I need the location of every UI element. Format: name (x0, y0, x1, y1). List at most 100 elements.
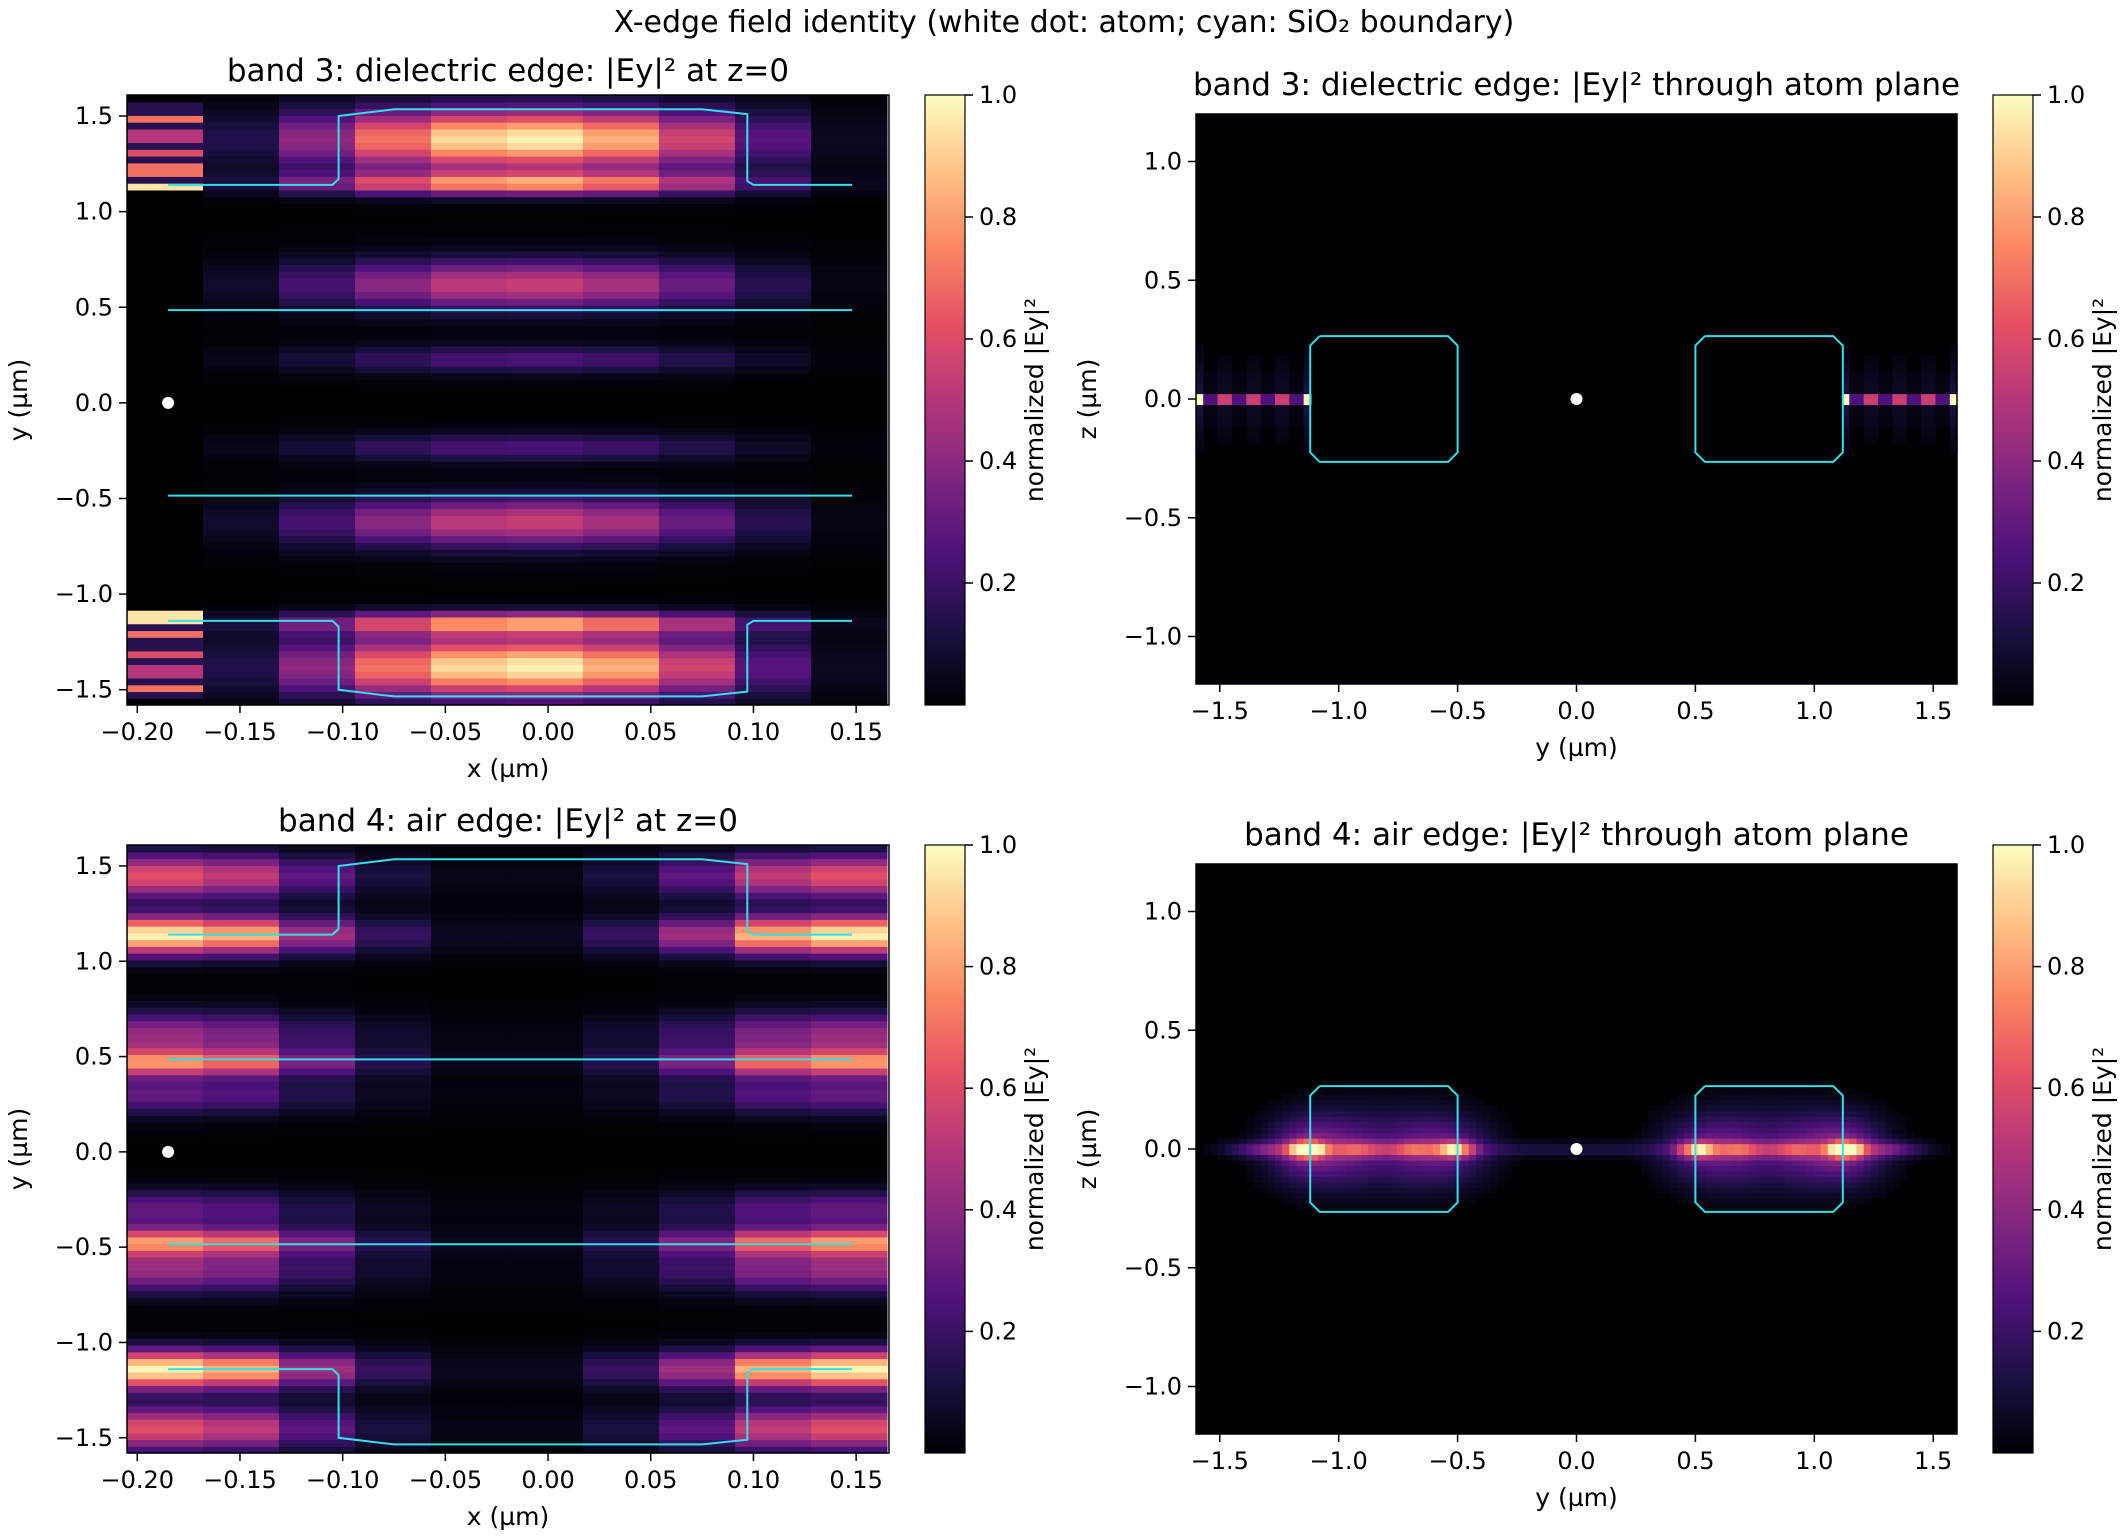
heatmap-cell (1727, 1170, 1736, 1177)
heatmap-cell (734, 339, 812, 347)
heatmap-cell (202, 257, 280, 266)
heatmap-cell (1648, 1110, 1657, 1117)
heatmap-cell (1274, 1192, 1283, 1199)
heatmap-cell (1418, 1105, 1427, 1112)
heatmap-cell (1806, 1105, 1815, 1112)
heatmap-cell (1231, 404, 1240, 411)
heatmap-cell (1863, 409, 1872, 417)
heatmap-cell (430, 892, 508, 900)
heatmap-cell (506, 1236, 584, 1245)
heatmap-cell (1253, 388, 1262, 395)
heatmap-cell (1289, 1138, 1298, 1145)
heatmap-cell (202, 1209, 280, 1218)
heatmap-cell (506, 1196, 584, 1204)
heatmap-cell (1490, 1165, 1499, 1172)
heatmap-cell (506, 454, 584, 462)
heatmap-cell (430, 95, 508, 103)
heatmap-cell (1296, 409, 1305, 417)
heatmap-cell (1554, 1149, 1563, 1156)
heatmap-cell (1461, 1170, 1470, 1177)
heatmap-cell (354, 183, 432, 191)
heatmap-cell (127, 271, 204, 279)
heatmap-cell (278, 1007, 356, 1015)
heatmap-cell (278, 359, 356, 367)
heatmap-cell (582, 1020, 660, 1028)
heatmap-cell (1332, 1099, 1341, 1106)
heatmap-cell (278, 461, 356, 469)
heatmap-cell (1935, 409, 1944, 417)
heatmap-cell (1303, 1198, 1312, 1205)
heatmap-cell (1669, 1170, 1678, 1177)
heatmap-cell (430, 576, 508, 584)
heatmap-cell (1698, 1143, 1707, 1150)
heatmap-cell (1411, 1149, 1420, 1156)
heatmap-cell (1447, 1127, 1456, 1134)
heatmap-cell (582, 237, 660, 245)
heatmap-cell (582, 379, 660, 388)
heatmap-cell (734, 461, 812, 469)
heatmap-cell (810, 1432, 888, 1441)
heatmap-cell (1425, 1149, 1434, 1156)
heatmap-cell (1842, 1176, 1850, 1183)
heatmap-cell (1447, 1187, 1456, 1194)
heatmap-cell (1289, 409, 1298, 417)
heatmap-cell (810, 851, 888, 860)
heatmap-cell (658, 1439, 736, 1447)
heatmap-cell (1332, 1165, 1341, 1172)
heatmap-cell (1777, 1198, 1786, 1205)
heatmap-cell (1253, 393, 1262, 400)
heatmap-cell (127, 555, 204, 564)
heatmap-cell (506, 474, 584, 482)
heatmap-cell (1253, 382, 1262, 389)
heatmap-cell (1519, 1149, 1527, 1156)
heatmap-cell (1827, 1149, 1836, 1156)
heatmap-cell (1440, 1181, 1448, 1188)
heatmap-cell (810, 1074, 888, 1083)
heatmap-cell (202, 1054, 280, 1062)
panel-band4-yz: −1.5 −1.0 −0.5 0.0 0.5 1.0 1.5 −1.0−0.50.00.51… (1073, 817, 2117, 1512)
heatmap-cell (1282, 1149, 1290, 1156)
heatmap-cell (1913, 388, 1922, 395)
heatmap-cell (1461, 1138, 1470, 1145)
heatmap-cell (1483, 1176, 1491, 1183)
heatmap-cell (1763, 1192, 1771, 1199)
heatmap-cell (430, 1142, 508, 1150)
heatmap-cell (734, 433, 812, 442)
heatmap-cell (1741, 1165, 1750, 1172)
heatmap-cell (1397, 1110, 1405, 1117)
heatmap-cell (1842, 404, 1850, 411)
heatmap-cell (1468, 1198, 1477, 1205)
heatmap-cell (1712, 1088, 1721, 1095)
heatmap-cell (506, 596, 584, 604)
heatmap-cell (1885, 1138, 1893, 1145)
heatmap-cell (1906, 1143, 1915, 1150)
heatmap-cell (506, 189, 584, 198)
heatmap-cell (658, 973, 736, 981)
heatmap-cell (658, 1324, 736, 1332)
x-tick-label: 0.15 (829, 718, 882, 746)
heatmap-cell (430, 210, 508, 218)
heatmap-cell (734, 508, 812, 516)
heatmap-cell (202, 664, 280, 672)
heatmap-cell (810, 583, 888, 591)
heatmap-cell (658, 1182, 736, 1191)
heatmap-cell (1468, 1149, 1477, 1156)
heatmap-cell (1885, 1165, 1893, 1172)
heatmap-cell (506, 1027, 584, 1035)
heatmap-cell (734, 637, 812, 645)
heatmap-cell (1490, 1138, 1499, 1145)
heatmap-cell (430, 454, 508, 462)
heatmap-cell (127, 427, 204, 435)
heatmap-cell (1856, 1181, 1865, 1188)
heatmap-cell (202, 637, 280, 645)
heatmap-cell (1368, 1099, 1377, 1106)
heatmap-cell (582, 1425, 660, 1434)
boundary-line (1694, 1085, 1844, 1213)
heatmap-cell (354, 993, 432, 1001)
heatmap-cell (1432, 1116, 1441, 1123)
heatmap-cell (127, 939, 204, 947)
heatmap-cell (1475, 1170, 1484, 1177)
heatmap-cell (506, 535, 584, 543)
heatmap-cell (1863, 1105, 1872, 1112)
heatmap-cell (1526, 1143, 1535, 1150)
